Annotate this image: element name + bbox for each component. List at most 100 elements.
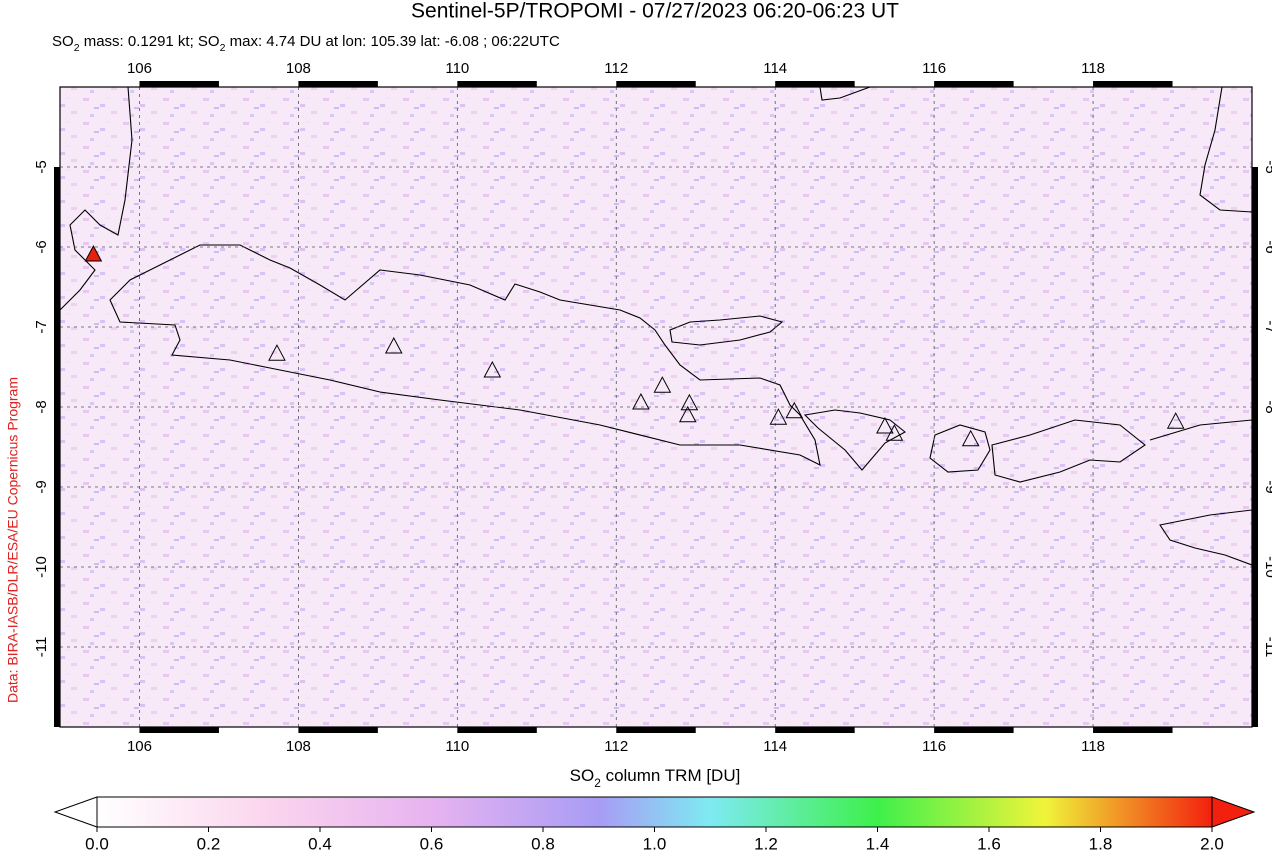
tick-bar (139, 81, 219, 87)
graticule (60, 87, 1252, 727)
text-part: SO (570, 766, 595, 785)
colorbar-tick-label: 1.4 (866, 834, 890, 853)
tick-bar (934, 81, 1014, 87)
y-tick-label: -9 (1262, 480, 1272, 493)
tick-bar (616, 81, 696, 87)
text-part: mass: 0.1291 kt; SO (80, 33, 220, 50)
colorbar-tick-label: 0.6 (420, 834, 444, 853)
volcano (785, 401, 804, 419)
volcano (653, 376, 672, 393)
sumbawa (991, 419, 1146, 483)
y-tick-label: -6 (33, 240, 50, 253)
tick-bar (775, 727, 855, 733)
tick-bar (1252, 327, 1258, 407)
tick-bar (775, 81, 855, 87)
x-tick-label: 110 (445, 60, 469, 77)
tick-bar (934, 727, 1014, 733)
y-tick-label: -10 (1262, 556, 1272, 578)
coastlines (60, 87, 1252, 566)
volcano (769, 408, 788, 425)
tick-bar (457, 81, 537, 87)
y-tick-label: -8 (33, 400, 50, 413)
x-tick-label: 118 (1081, 738, 1105, 755)
tick-bar (54, 647, 60, 727)
colorbar-tick-label: 1.6 (977, 834, 1001, 853)
sulawesi (1199, 87, 1252, 213)
volcano (632, 392, 650, 410)
x-tick-label: 106 (127, 738, 152, 755)
x-tick-label: 116 (922, 60, 946, 77)
tick-bar (54, 327, 60, 407)
volcano (678, 405, 697, 423)
y-tick-label: -7 (33, 320, 50, 333)
x-tick-label: 118 (1081, 60, 1105, 77)
y-tick-label: -9 (33, 480, 50, 493)
colorbar-tick-label: 0.4 (308, 834, 332, 853)
subscript: 2 (220, 42, 226, 54)
text-part: max: 4.74 DU at lon: 105.39 lat: -6.08 ;… (225, 33, 560, 50)
y-tick-label: -11 (1262, 637, 1272, 658)
y-tick-label: -8 (1262, 400, 1272, 413)
colorbar-tick-label: 1.2 (754, 834, 778, 853)
volcano (268, 344, 286, 361)
bali (803, 409, 906, 471)
tick-bar (457, 727, 537, 733)
tick-bar (1093, 81, 1173, 87)
colorbar-under (53, 796, 98, 828)
sumba (1159, 509, 1252, 566)
x-tick-label: 114 (763, 60, 787, 77)
java (109, 244, 821, 466)
tick-bar (1252, 567, 1258, 647)
tick-bar (616, 727, 696, 733)
tick-bar (1252, 487, 1258, 567)
max-point (84, 244, 103, 262)
flores (1149, 419, 1252, 441)
x-tick-label: 108 (286, 738, 311, 755)
axis-ticks: 106 106 108 108 110 110 112 112 114 114 116 116 118 1… (33, 60, 1272, 755)
text-part: SO (52, 33, 74, 50)
volcano (885, 424, 904, 441)
x-tick-label: 108 (286, 60, 311, 77)
colorbar-tick-label: 1.0 (643, 834, 667, 853)
colorbar-over (1211, 796, 1256, 828)
tick-bar (298, 727, 378, 733)
colorbar-tick-label: 0.0 (85, 834, 109, 853)
x-tick-label: 112 (604, 738, 628, 755)
y-tick-label: -5 (33, 160, 50, 173)
tick-bar (1093, 727, 1173, 733)
y-tick-label: -11 (33, 637, 50, 658)
tick-bar (298, 81, 378, 87)
x-tick-label: 106 (127, 60, 152, 77)
tick-bar (1252, 647, 1258, 727)
y-tick-label: -6 (1262, 240, 1272, 253)
borneo (819, 87, 871, 101)
x-tick-label: 110 (445, 738, 469, 755)
lombok (929, 424, 991, 473)
volcano (1166, 412, 1185, 429)
volcano (876, 416, 894, 434)
volcano (384, 336, 403, 354)
title: Sentinel-5P/TROPOMI - 07/27/2023 06:20-0… (411, 0, 899, 23)
x-tick-label: 116 (922, 738, 946, 755)
text-part: column TRM [DU] (601, 766, 741, 785)
colorbar-ticks: 0.0 0.2 0.4 0.6 0.8 1.0 1.2 1.4 1.6 1.8 2.0 (85, 827, 1224, 853)
colorbar-tick-label: 2.0 (1200, 834, 1224, 853)
subscript: 2 (74, 42, 80, 54)
subscript: 2 (594, 776, 601, 790)
tick-bar (54, 247, 60, 327)
colorbar-tick-label: 0.2 (197, 834, 221, 853)
volcano (483, 360, 502, 378)
tick-bar (54, 407, 60, 487)
tick-bar (54, 167, 60, 247)
madura (669, 315, 784, 346)
x-tick-label: 114 (763, 738, 787, 755)
tick-bar (54, 487, 60, 567)
colorbar-tick-label: 0.8 (531, 834, 555, 853)
y-tick-label: -10 (33, 556, 50, 578)
colorbar (96, 796, 1213, 828)
tick-bar (1252, 167, 1258, 247)
subtitle: SO2 mass: 0.1291 kt; SO2 max: 4.74 DU at… (52, 33, 560, 54)
volcano-marks (84, 244, 1185, 447)
colorbar-tick-label: 1.8 (1089, 834, 1113, 853)
